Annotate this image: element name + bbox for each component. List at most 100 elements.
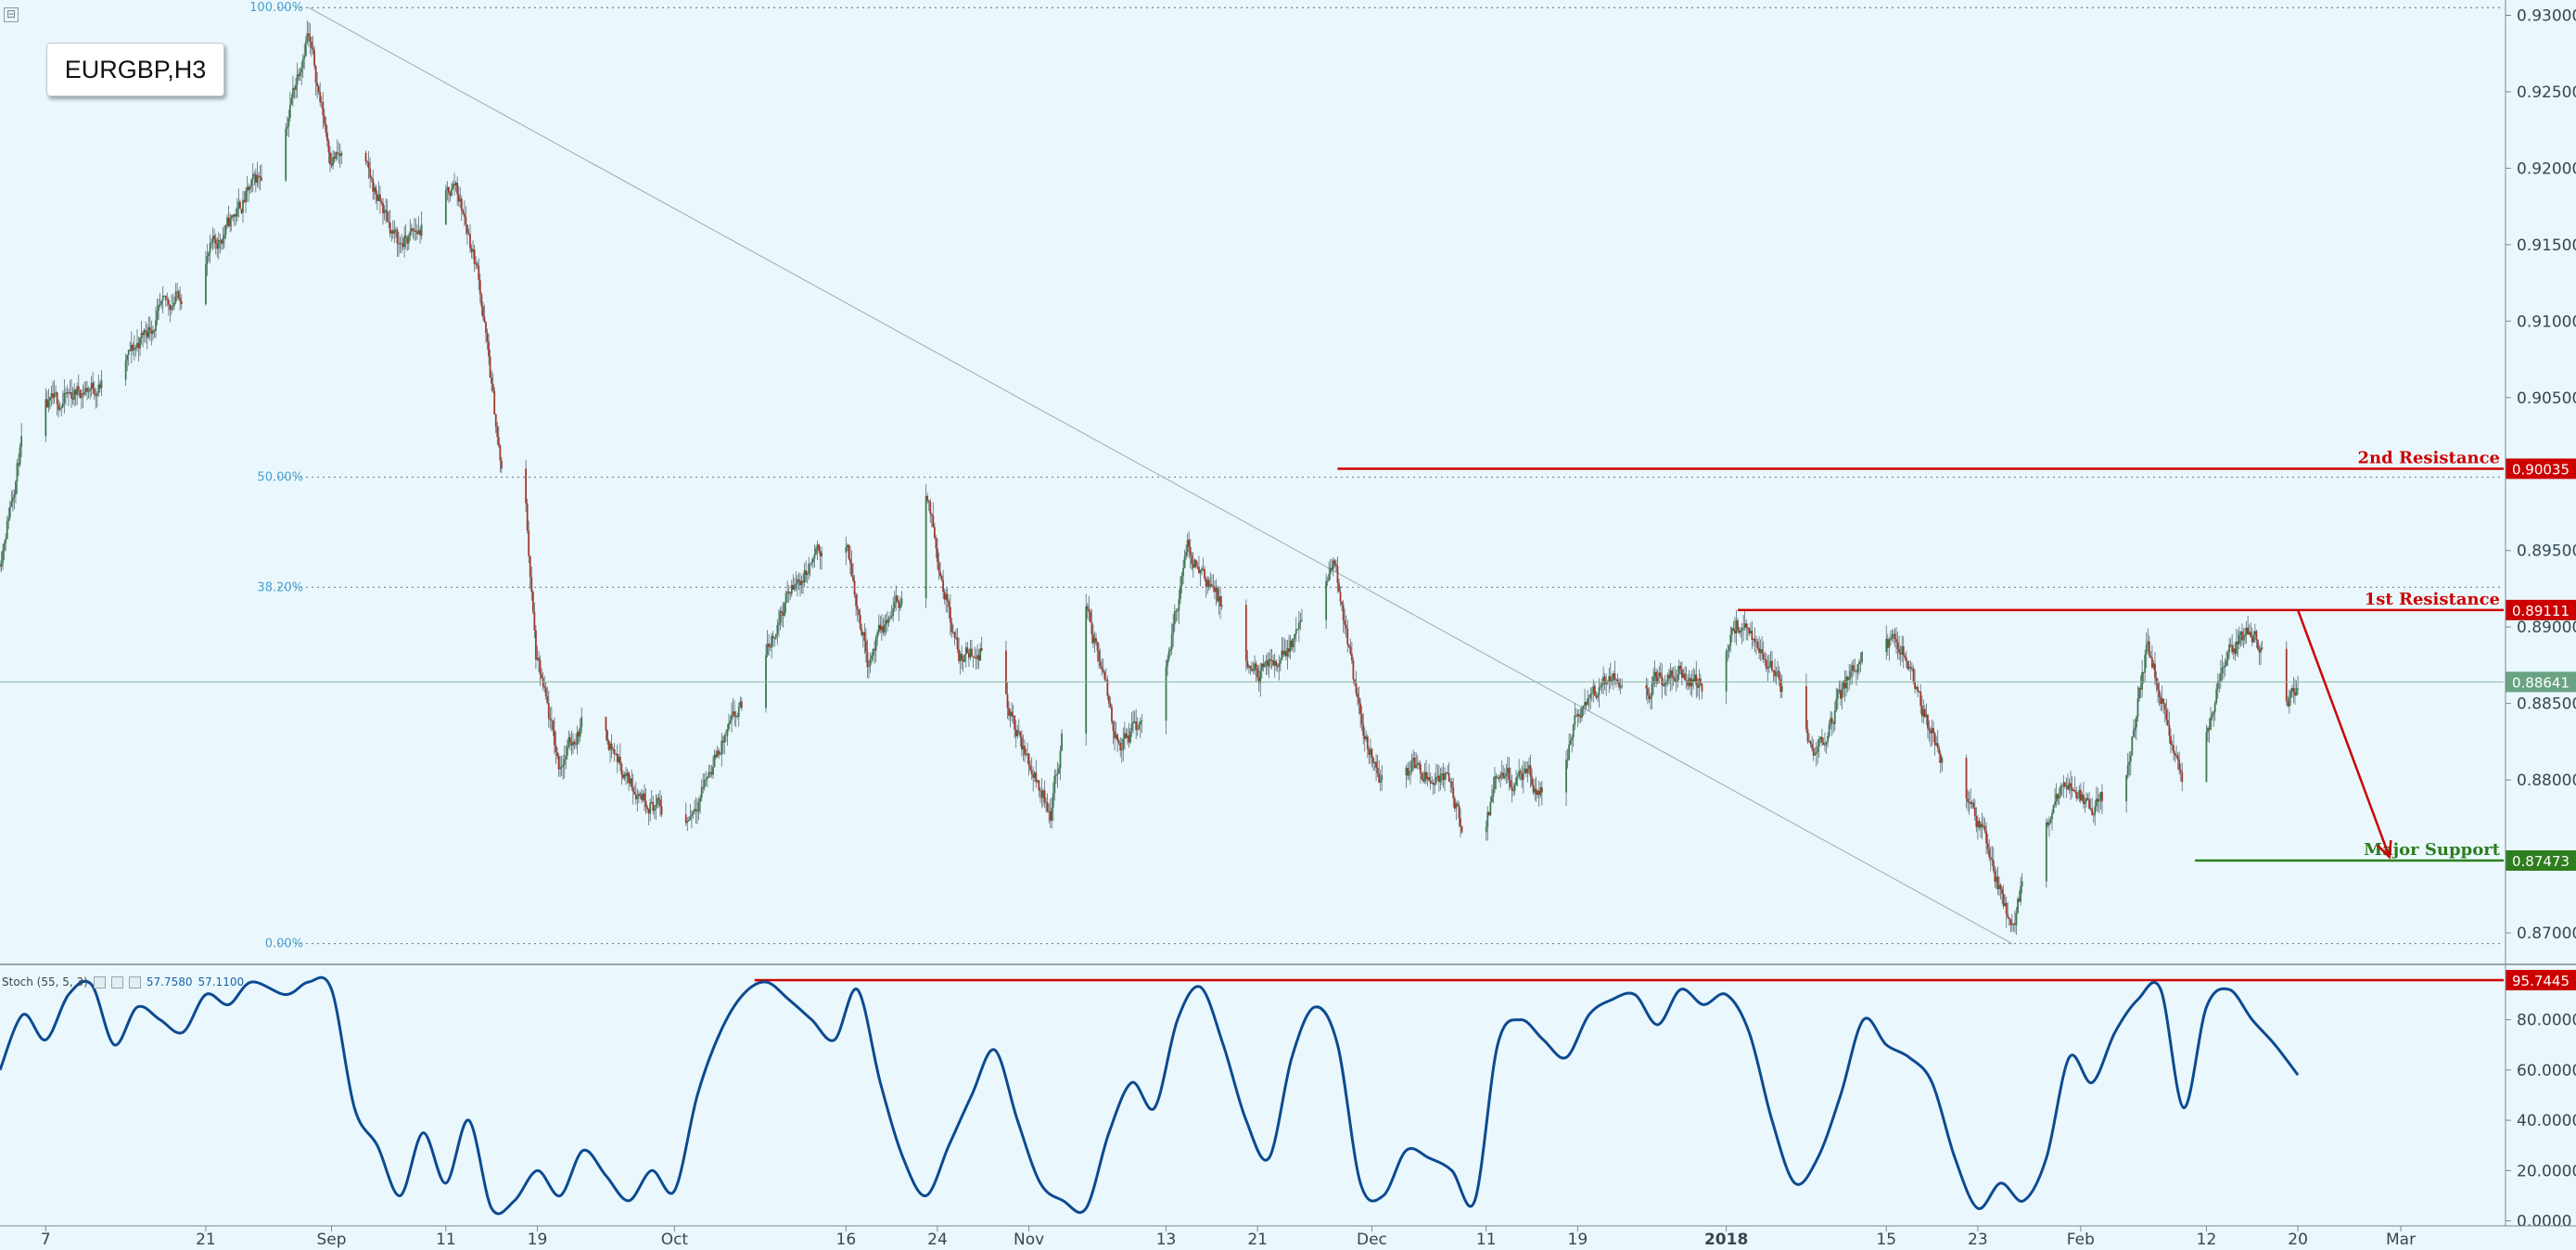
eye-icon[interactable] — [110, 976, 123, 989]
candle-body — [227, 217, 230, 227]
settings-icon[interactable] — [93, 976, 106, 989]
candle-body — [1774, 670, 1776, 677]
candle-body — [777, 622, 780, 625]
candle-body — [133, 349, 135, 351]
candle-body — [712, 766, 714, 775]
candle-body — [1016, 730, 1019, 737]
candle-body — [1299, 620, 1302, 623]
candle-body — [370, 177, 373, 179]
candle-body — [2150, 657, 2153, 668]
candle-body — [869, 658, 872, 667]
candle-body — [1812, 748, 1815, 756]
candle-body — [386, 210, 389, 222]
candle-body — [1460, 818, 1461, 827]
stoch-title: Stoch (55, 5, 3) — [2, 976, 88, 989]
candle-body — [2075, 791, 2078, 798]
current-price-label: 0.88641 — [2512, 674, 2570, 691]
candle-body — [1495, 776, 1498, 778]
candle-body — [795, 583, 797, 586]
candle-body — [649, 802, 652, 814]
candle-body — [2287, 701, 2289, 707]
candle-body — [179, 298, 182, 301]
candle-body — [1344, 620, 1346, 625]
candle-body — [963, 654, 966, 662]
candle-body — [1092, 634, 1094, 644]
candle-body — [1828, 724, 1830, 737]
candle-body — [1119, 743, 1122, 751]
candle-body — [466, 224, 468, 234]
candle-body — [80, 393, 83, 399]
candle-body — [810, 562, 813, 564]
candle-body — [2021, 881, 2023, 886]
candle-body — [797, 579, 798, 584]
candle-body — [626, 772, 629, 776]
collapse-icon[interactable]: ⊟ — [4, 7, 19, 22]
candle-body — [853, 580, 856, 595]
candle-body — [1378, 772, 1381, 783]
candle-body — [1286, 648, 1289, 657]
candle-body — [158, 304, 159, 311]
candle-body — [95, 394, 97, 397]
candle-body — [1901, 645, 1904, 655]
candle-body — [1537, 790, 1539, 796]
candle-body — [1677, 665, 1680, 675]
candle-body — [1276, 666, 1279, 668]
candle-body — [456, 183, 459, 195]
candle-body — [1508, 768, 1511, 781]
candle-body — [376, 194, 378, 201]
candle-body — [367, 161, 370, 169]
candle-body — [962, 659, 964, 662]
candle-body — [1592, 685, 1595, 694]
candle-body — [213, 236, 216, 239]
candle-body — [301, 58, 304, 69]
candle-body — [890, 615, 893, 618]
candle-body — [573, 741, 576, 744]
candle-body — [1778, 670, 1780, 680]
candle-body — [953, 631, 956, 638]
price-tick-label: 0.88500 — [2517, 695, 2576, 714]
candle-body — [1603, 676, 1606, 684]
close-icon[interactable] — [128, 976, 141, 989]
candle-body — [246, 186, 249, 191]
candle-body — [657, 797, 658, 805]
candle-body — [20, 436, 23, 448]
stoch-legend: Stoch (55, 5, 3) 57.7580 57.1100 — [2, 973, 244, 991]
candle-body — [892, 607, 895, 616]
candle-body — [497, 437, 500, 446]
candle-body — [689, 816, 692, 821]
candle-body — [1109, 703, 1112, 708]
candle-body — [816, 544, 819, 549]
candle-body — [2211, 714, 2213, 718]
candle-body — [2141, 672, 2144, 690]
candle-body — [1425, 772, 1427, 780]
candle-body — [2083, 795, 2085, 805]
candle-body — [1511, 786, 1513, 791]
candle-body — [126, 354, 129, 361]
candle-body — [1376, 767, 1379, 773]
candle-body — [451, 188, 453, 196]
candle-body — [1325, 580, 1328, 620]
candle-body — [15, 481, 17, 495]
candle-body — [644, 800, 647, 808]
candle-body — [1838, 689, 1841, 691]
candle-body — [1746, 627, 1749, 629]
candle-body — [316, 83, 319, 87]
candle-body — [2228, 644, 2231, 653]
candle-body — [566, 746, 568, 756]
candle-body — [612, 749, 615, 751]
candle-body — [580, 717, 583, 728]
candle-body — [76, 386, 79, 395]
candle-body — [13, 494, 16, 498]
candle-body — [1199, 569, 1202, 574]
candle-body — [2060, 785, 2063, 787]
candle-body — [1674, 678, 1677, 682]
candle-body — [959, 653, 962, 661]
candle-body — [865, 641, 867, 652]
candle-body — [2258, 649, 2261, 653]
candle-body — [1206, 580, 1209, 587]
candle-body — [2297, 688, 2299, 690]
time-tick-label: 21 — [1247, 1231, 1268, 1249]
candle-body — [1685, 680, 1688, 682]
candle-body — [1373, 761, 1376, 763]
candle-body — [1439, 774, 1442, 783]
